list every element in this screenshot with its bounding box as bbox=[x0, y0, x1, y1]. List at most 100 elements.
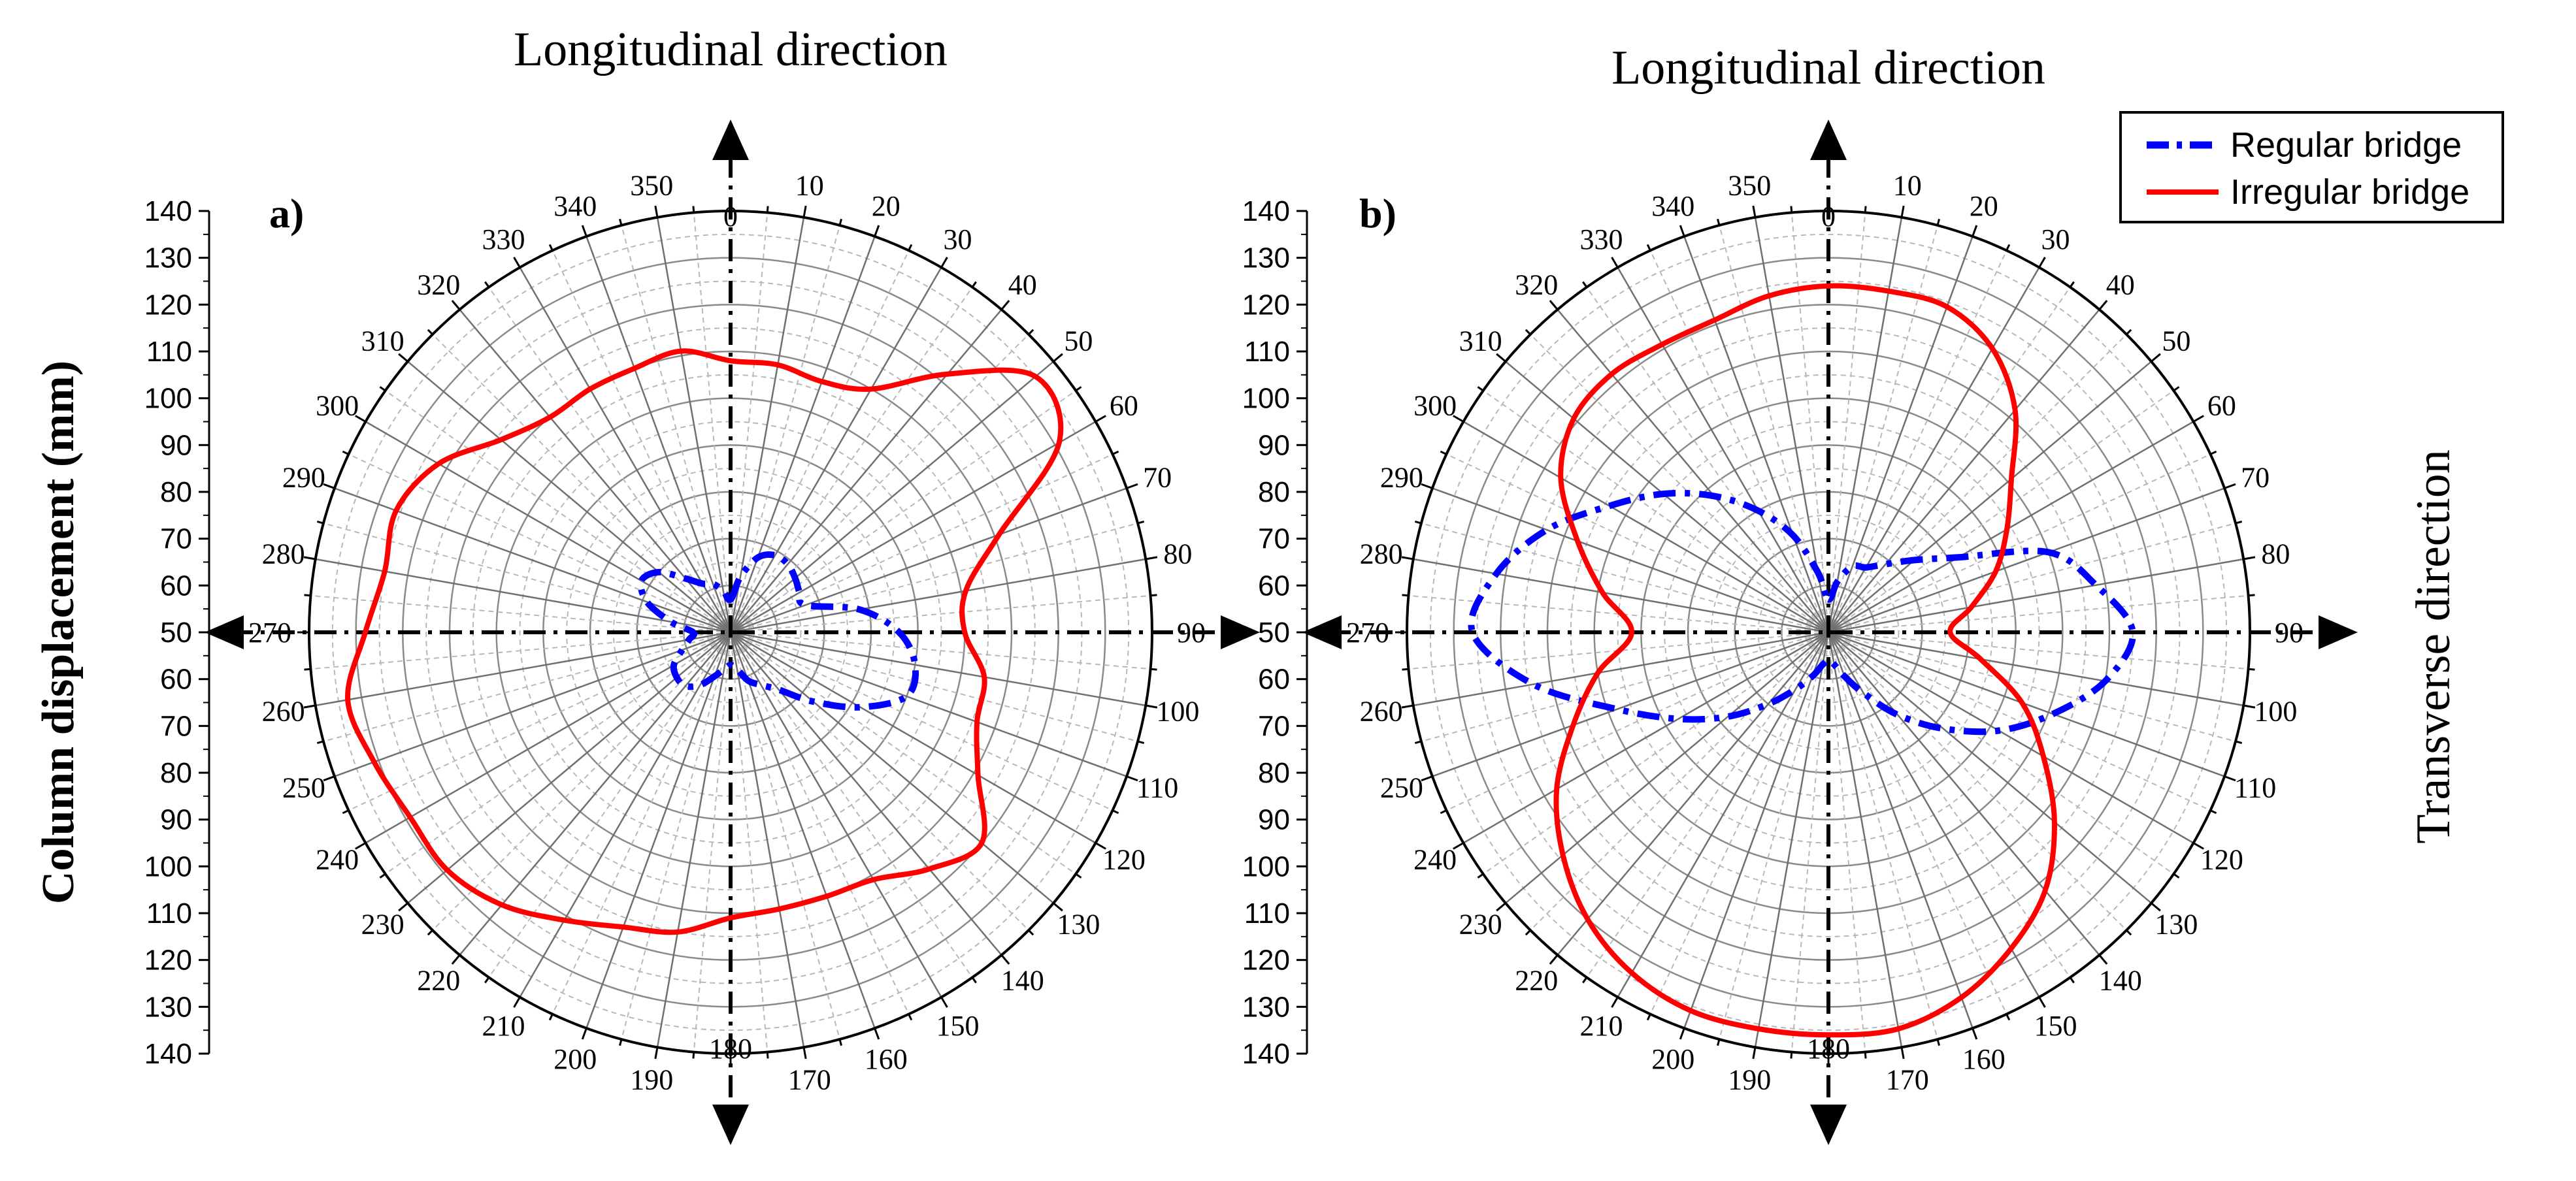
angle-tick bbox=[2224, 775, 2236, 782]
angle-tick bbox=[1112, 450, 1119, 455]
angle-tick bbox=[2173, 873, 2180, 879]
major-grid-spoke bbox=[1432, 487, 1829, 634]
series-group bbox=[345, 348, 1064, 935]
angle-tick bbox=[1150, 668, 1157, 671]
minor-grid-spoke bbox=[1586, 632, 1829, 978]
angle-tick bbox=[654, 205, 659, 218]
angle-tick bbox=[1900, 1046, 1905, 1060]
angle-tick bbox=[1112, 809, 1119, 815]
radial-tick-label: 140 bbox=[144, 195, 192, 227]
angle-tick-label: 140 bbox=[1001, 964, 1044, 996]
minor-grid-spoke bbox=[1446, 632, 1829, 811]
angle-tick bbox=[1936, 218, 1940, 226]
angle-tick bbox=[2235, 521, 2243, 525]
angle-tick bbox=[971, 281, 977, 288]
angle-tick bbox=[1150, 594, 1157, 597]
major-grid-spoke bbox=[1413, 631, 1829, 707]
angle-tick bbox=[581, 1027, 587, 1040]
angle-tick bbox=[1646, 1013, 1651, 1021]
angle-tick-label: 350 bbox=[630, 170, 673, 202]
radial-tick-label: 60 bbox=[1258, 570, 1290, 602]
angle-tick bbox=[1972, 1027, 1978, 1040]
major-grid-spoke bbox=[730, 632, 1002, 956]
angle-tick-label: 170 bbox=[788, 1063, 831, 1095]
radial-tick-label: 70 bbox=[1258, 710, 1290, 742]
angle-tick bbox=[1075, 386, 1082, 392]
major-grid-spoke bbox=[1432, 631, 1829, 777]
angle-tick-label: 30 bbox=[2041, 223, 2070, 255]
angle-tick-label: 260 bbox=[1360, 696, 1403, 728]
angle-tick bbox=[1414, 740, 1422, 744]
angle-tick-label: 10 bbox=[795, 170, 824, 202]
angle-tick bbox=[355, 415, 367, 423]
major-grid-spoke bbox=[1827, 217, 1903, 633]
minor-grid-spoke bbox=[730, 632, 1113, 811]
angle-tick-label: 70 bbox=[2241, 461, 2270, 493]
angle-tick bbox=[1000, 954, 1010, 965]
angle-tick bbox=[513, 996, 521, 1008]
minor-grid-spoke bbox=[348, 453, 731, 633]
angle-tick bbox=[1679, 1027, 1685, 1040]
arrow-right bbox=[1221, 615, 1260, 649]
angle-tick bbox=[379, 386, 386, 392]
major-grid-spoke bbox=[1683, 236, 1830, 633]
major-grid-spoke bbox=[315, 631, 731, 707]
minor-grid-spoke bbox=[693, 212, 731, 633]
angle-tick bbox=[802, 205, 807, 218]
radial-tick-label: 80 bbox=[160, 476, 192, 508]
angle-tick bbox=[692, 206, 695, 213]
angle-tick-label: 340 bbox=[1651, 190, 1694, 222]
arrow-down bbox=[1810, 1105, 1847, 1145]
major-grid-spoke bbox=[656, 217, 732, 633]
radial-tick-label: 120 bbox=[144, 945, 192, 977]
major-grid-spoke bbox=[459, 632, 731, 956]
minor-grid-spoke bbox=[552, 250, 731, 633]
angle-tick bbox=[2192, 415, 2204, 423]
major-grid-spoke bbox=[730, 631, 1097, 844]
angle-tick bbox=[1936, 1039, 1940, 1046]
minor-grid-spoke bbox=[310, 632, 731, 670]
angle-tick-label: 20 bbox=[872, 190, 900, 222]
angle-tick bbox=[1421, 483, 1433, 489]
angle-tick-label: 60 bbox=[1110, 390, 1138, 422]
minor-grid-spoke bbox=[1828, 287, 2071, 633]
major-grid-spoke bbox=[730, 632, 1054, 904]
major-grid-spoke bbox=[334, 487, 731, 634]
angle-tick bbox=[2006, 1013, 2011, 1021]
angle-tick-label: 100 bbox=[1156, 696, 1199, 728]
angle-tick bbox=[451, 300, 461, 310]
angle-tick bbox=[304, 594, 311, 597]
radial-tick-label: 50 bbox=[160, 617, 192, 649]
angle-tick bbox=[766, 1052, 769, 1059]
angle-tick bbox=[1972, 225, 1978, 237]
minor-grid-spoke bbox=[432, 334, 731, 633]
angle-tick-label: 40 bbox=[2106, 269, 2135, 301]
major-grid-spoke bbox=[656, 632, 732, 1048]
radial-tick-label: 70 bbox=[160, 523, 192, 555]
angle-tick-label: 120 bbox=[1102, 844, 1146, 876]
angle-tick-label: 150 bbox=[936, 1010, 980, 1042]
angle-tick bbox=[548, 1013, 553, 1021]
angle-tick bbox=[1477, 386, 1484, 392]
minor-grid-spoke bbox=[730, 594, 1151, 633]
angle-tick bbox=[581, 225, 587, 237]
radial-tick-label: 100 bbox=[144, 850, 192, 882]
angle-tick bbox=[838, 218, 842, 226]
angle-tick bbox=[2151, 353, 2161, 363]
angle-tick bbox=[2126, 930, 2132, 936]
minor-grid-spoke bbox=[1483, 390, 1829, 633]
angle-tick bbox=[1453, 842, 1464, 850]
major-grid-spoke bbox=[1828, 421, 2194, 634]
angle-tick-label: 60 bbox=[2207, 390, 2236, 422]
angle-tick-label: 290 bbox=[1380, 461, 1423, 493]
major-grid-spoke bbox=[730, 558, 1146, 634]
minor-grid-spoke bbox=[730, 225, 840, 633]
panel-a-title: Longitudinal direction bbox=[514, 23, 948, 76]
major-grid-spoke bbox=[1828, 558, 2244, 634]
angle-tick bbox=[379, 873, 386, 879]
minor-grid-spoke bbox=[1828, 632, 2127, 931]
angle-tick bbox=[2248, 594, 2255, 597]
minor-grid-spoke bbox=[730, 632, 1076, 875]
major-grid-spoke bbox=[730, 309, 1002, 633]
angle-tick bbox=[2209, 450, 2217, 455]
